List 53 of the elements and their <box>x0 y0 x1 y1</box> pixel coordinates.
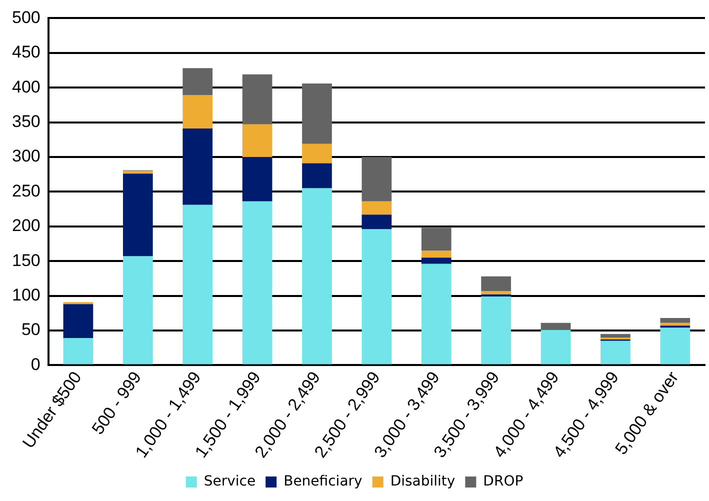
bar <box>242 74 272 124</box>
legend-label: DROP <box>483 474 524 490</box>
y-tick-label: 500 <box>12 8 40 27</box>
bar <box>421 228 452 251</box>
y-tick-label: 350 <box>12 112 40 131</box>
y-tick-label: 200 <box>12 216 40 236</box>
bar <box>182 68 213 96</box>
y-tick-label: 100 <box>12 286 40 305</box>
y-tick-label: 0 <box>30 354 40 374</box>
bar <box>242 157 272 202</box>
bar <box>600 337 630 340</box>
bar <box>481 290 511 294</box>
x-tick-label: 500 - 999 <box>88 368 146 438</box>
legend-label: Disability <box>390 474 456 490</box>
bar <box>660 328 690 364</box>
bar <box>242 201 272 364</box>
bar <box>540 330 571 364</box>
bar <box>540 322 571 330</box>
bar <box>122 174 153 256</box>
bar <box>362 229 392 364</box>
bar <box>362 214 392 230</box>
bar <box>421 250 452 258</box>
bar <box>302 83 332 144</box>
bar <box>660 318 690 323</box>
bar <box>242 124 272 158</box>
bar <box>362 201 392 215</box>
y-tick-label: 50 <box>21 320 40 340</box>
legend-label: Service <box>204 474 256 490</box>
legend-label: Beneficiary <box>284 474 362 490</box>
bar <box>302 163 332 188</box>
bar <box>421 264 452 364</box>
bar <box>182 204 213 364</box>
bar <box>481 276 511 291</box>
bar <box>362 157 392 202</box>
bar <box>63 338 94 364</box>
y-tick-label: 300 <box>12 146 40 166</box>
y-tick-label: 450 <box>12 42 40 62</box>
bar <box>122 256 153 364</box>
bar <box>182 128 213 205</box>
y-tick-label: 250 <box>12 181 40 200</box>
bar <box>182 95 213 129</box>
bar <box>481 296 511 364</box>
bar <box>302 144 332 164</box>
bar <box>63 304 94 338</box>
bar <box>481 294 511 297</box>
bar <box>302 188 332 364</box>
y-tick-label: 400 <box>12 77 40 96</box>
bar <box>421 258 452 264</box>
bar <box>600 340 630 364</box>
bar <box>600 334 630 338</box>
bar <box>122 170 153 174</box>
bar <box>660 322 690 326</box>
y-tick-label: 150 <box>12 250 40 270</box>
